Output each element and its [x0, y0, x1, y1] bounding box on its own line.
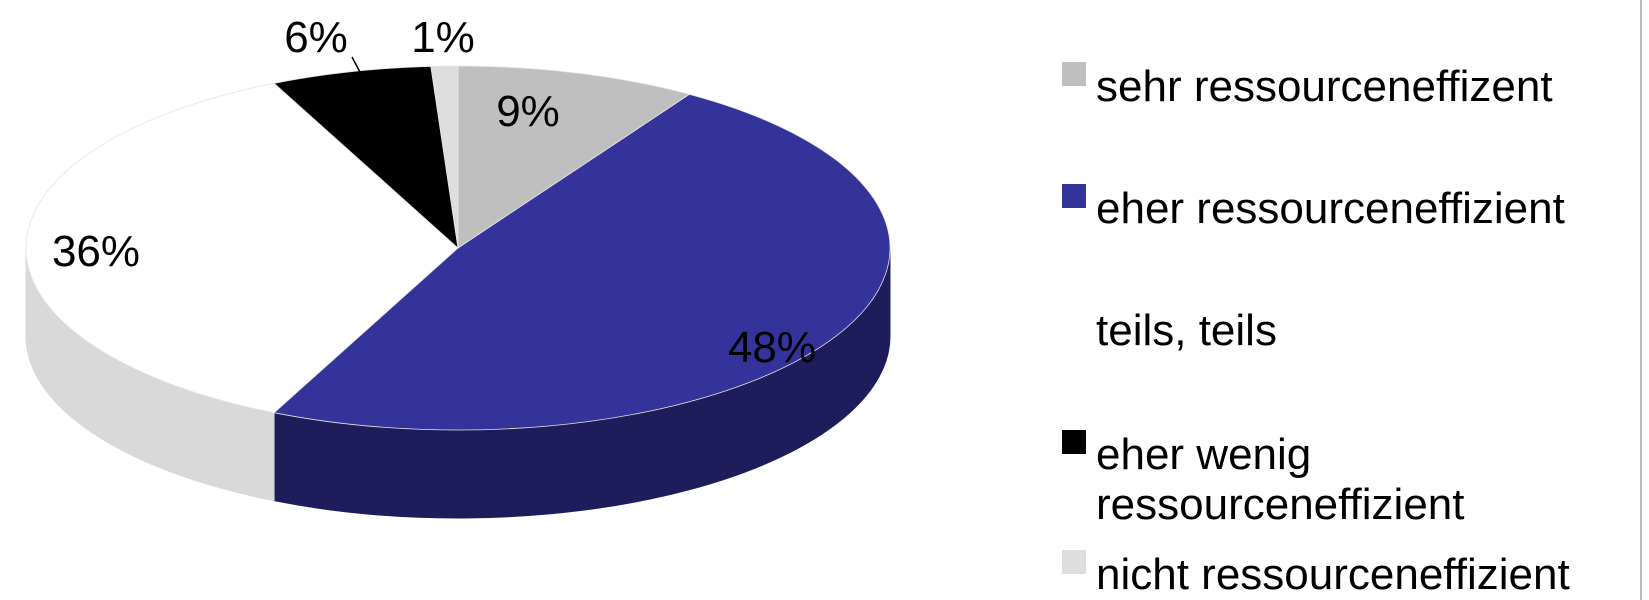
chart-border — [1640, 0, 1642, 600]
leader-line-6pct — [351, 56, 363, 77]
chart-legend: sehr ressourceneffizent eher ressourcene… — [1062, 0, 1642, 600]
data-label-48pct: 48% — [728, 323, 816, 372]
legend-item-eher-ressourceneffizient: eher ressourceneffizient — [1062, 184, 1616, 234]
legend-swatch — [1062, 62, 1086, 86]
data-label-9pct: 9% — [496, 87, 560, 136]
legend-label: nicht ressourceneffizient — [1096, 550, 1570, 599]
legend-item-eher-wenig-ressourceneffizient: eher wenig ressourceneffizient — [1062, 430, 1536, 530]
legend-swatch — [1062, 306, 1086, 330]
data-label-6pct: 6% — [284, 13, 348, 62]
legend-swatch — [1062, 184, 1086, 208]
legend-item-sehr-ressourceneffizent: sehr ressourceneffizent — [1062, 62, 1616, 112]
pie-slice-sehr-ressourceneffizent — [457, 65, 691, 249]
pie-slice-eher-wenig-ressourceneffizient — [273, 65, 459, 250]
pie-slice-teils-teils — [25, 82, 459, 414]
legend-label: eher wenig ressourceneffizient — [1096, 430, 1465, 529]
pie-data-labels: 9% 48% 36% 6% 1% — [52, 13, 816, 372]
legend-label: teils, teils — [1096, 306, 1277, 355]
legend-label: eher ressourceneffizient — [1096, 184, 1565, 233]
legend-label: sehr ressourceneffizent — [1096, 62, 1553, 111]
pie-top-faces — [25, 65, 891, 431]
legend-item-nicht-ressourceneffizient: nicht ressourceneffizient — [1062, 550, 1616, 600]
pie-slice-eher-ressourceneffizient — [273, 93, 891, 431]
data-label-36pct: 36% — [52, 227, 140, 276]
pie-slice-nicht-ressourceneffizient — [430, 65, 459, 249]
legend-item-teils-teils: teils, teils — [1062, 306, 1616, 356]
legend-swatch — [1062, 430, 1086, 454]
data-label-1pct: 1% — [411, 13, 475, 62]
legend-swatch — [1062, 550, 1086, 574]
